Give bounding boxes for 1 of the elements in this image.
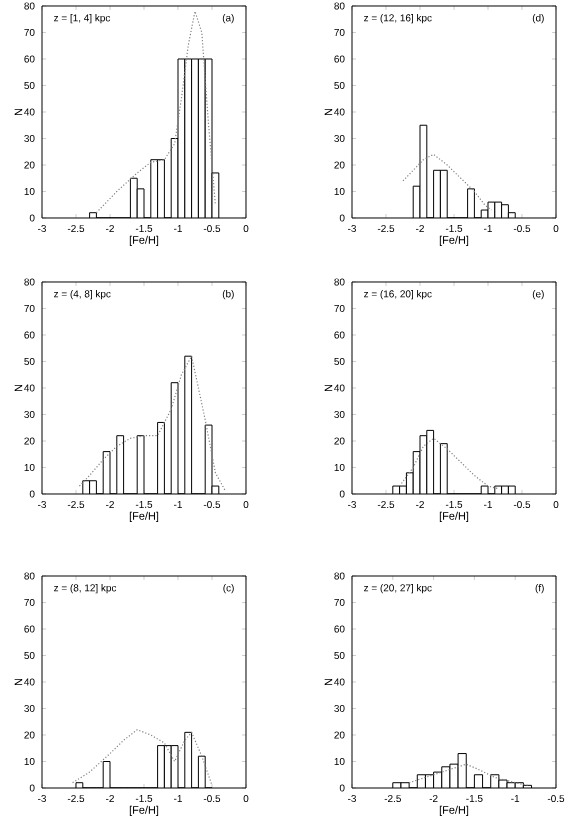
line-series — [78, 355, 227, 492]
